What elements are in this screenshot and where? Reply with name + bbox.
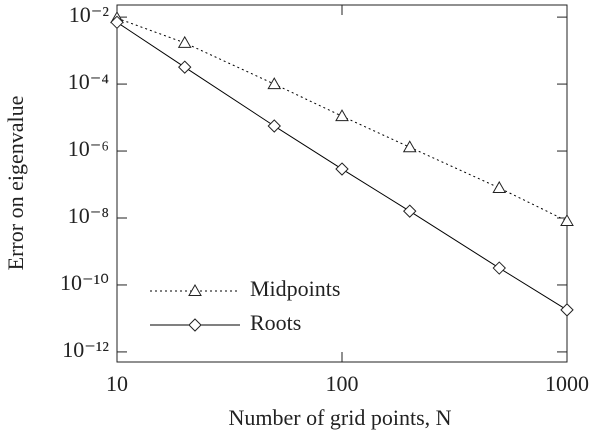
triangle-marker: [402, 140, 417, 153]
diamond-marker: [403, 204, 417, 218]
y-tick-label: 10⁻⁶: [68, 136, 109, 161]
y-tick-label: 10⁻²: [69, 2, 110, 27]
legend-label: Roots: [250, 310, 301, 335]
diamond-marker: [178, 60, 192, 74]
y-tick-label: 10⁻¹²: [62, 337, 109, 362]
x-tick-label: 10: [106, 371, 128, 396]
y-tick-label: 10⁻⁸: [68, 203, 109, 228]
y-tick-label: 10⁻⁴: [68, 69, 110, 94]
triangle-marker: [188, 283, 202, 296]
triangle-marker: [492, 180, 507, 193]
diamond-marker: [560, 303, 574, 317]
legend-label: Midpoints: [250, 276, 340, 301]
diamond-marker: [267, 119, 281, 133]
y-tick-label: 10⁻¹⁰: [60, 270, 109, 295]
diamond-marker: [492, 261, 506, 275]
x-tick-label: 100: [326, 371, 359, 396]
diamond-marker: [335, 162, 349, 176]
triangle-marker: [267, 77, 282, 90]
triangle-marker: [335, 109, 349, 122]
triangle-marker: [177, 35, 192, 48]
diamond-marker: [188, 318, 202, 332]
diamond-marker: [110, 15, 124, 30]
x-axis-label: Number of grid points, N: [228, 405, 451, 430]
y-axis-label: Error on eigenvalue: [3, 96, 28, 271]
x-tick-label: 1000: [545, 371, 589, 396]
triangle-marker: [560, 214, 574, 227]
